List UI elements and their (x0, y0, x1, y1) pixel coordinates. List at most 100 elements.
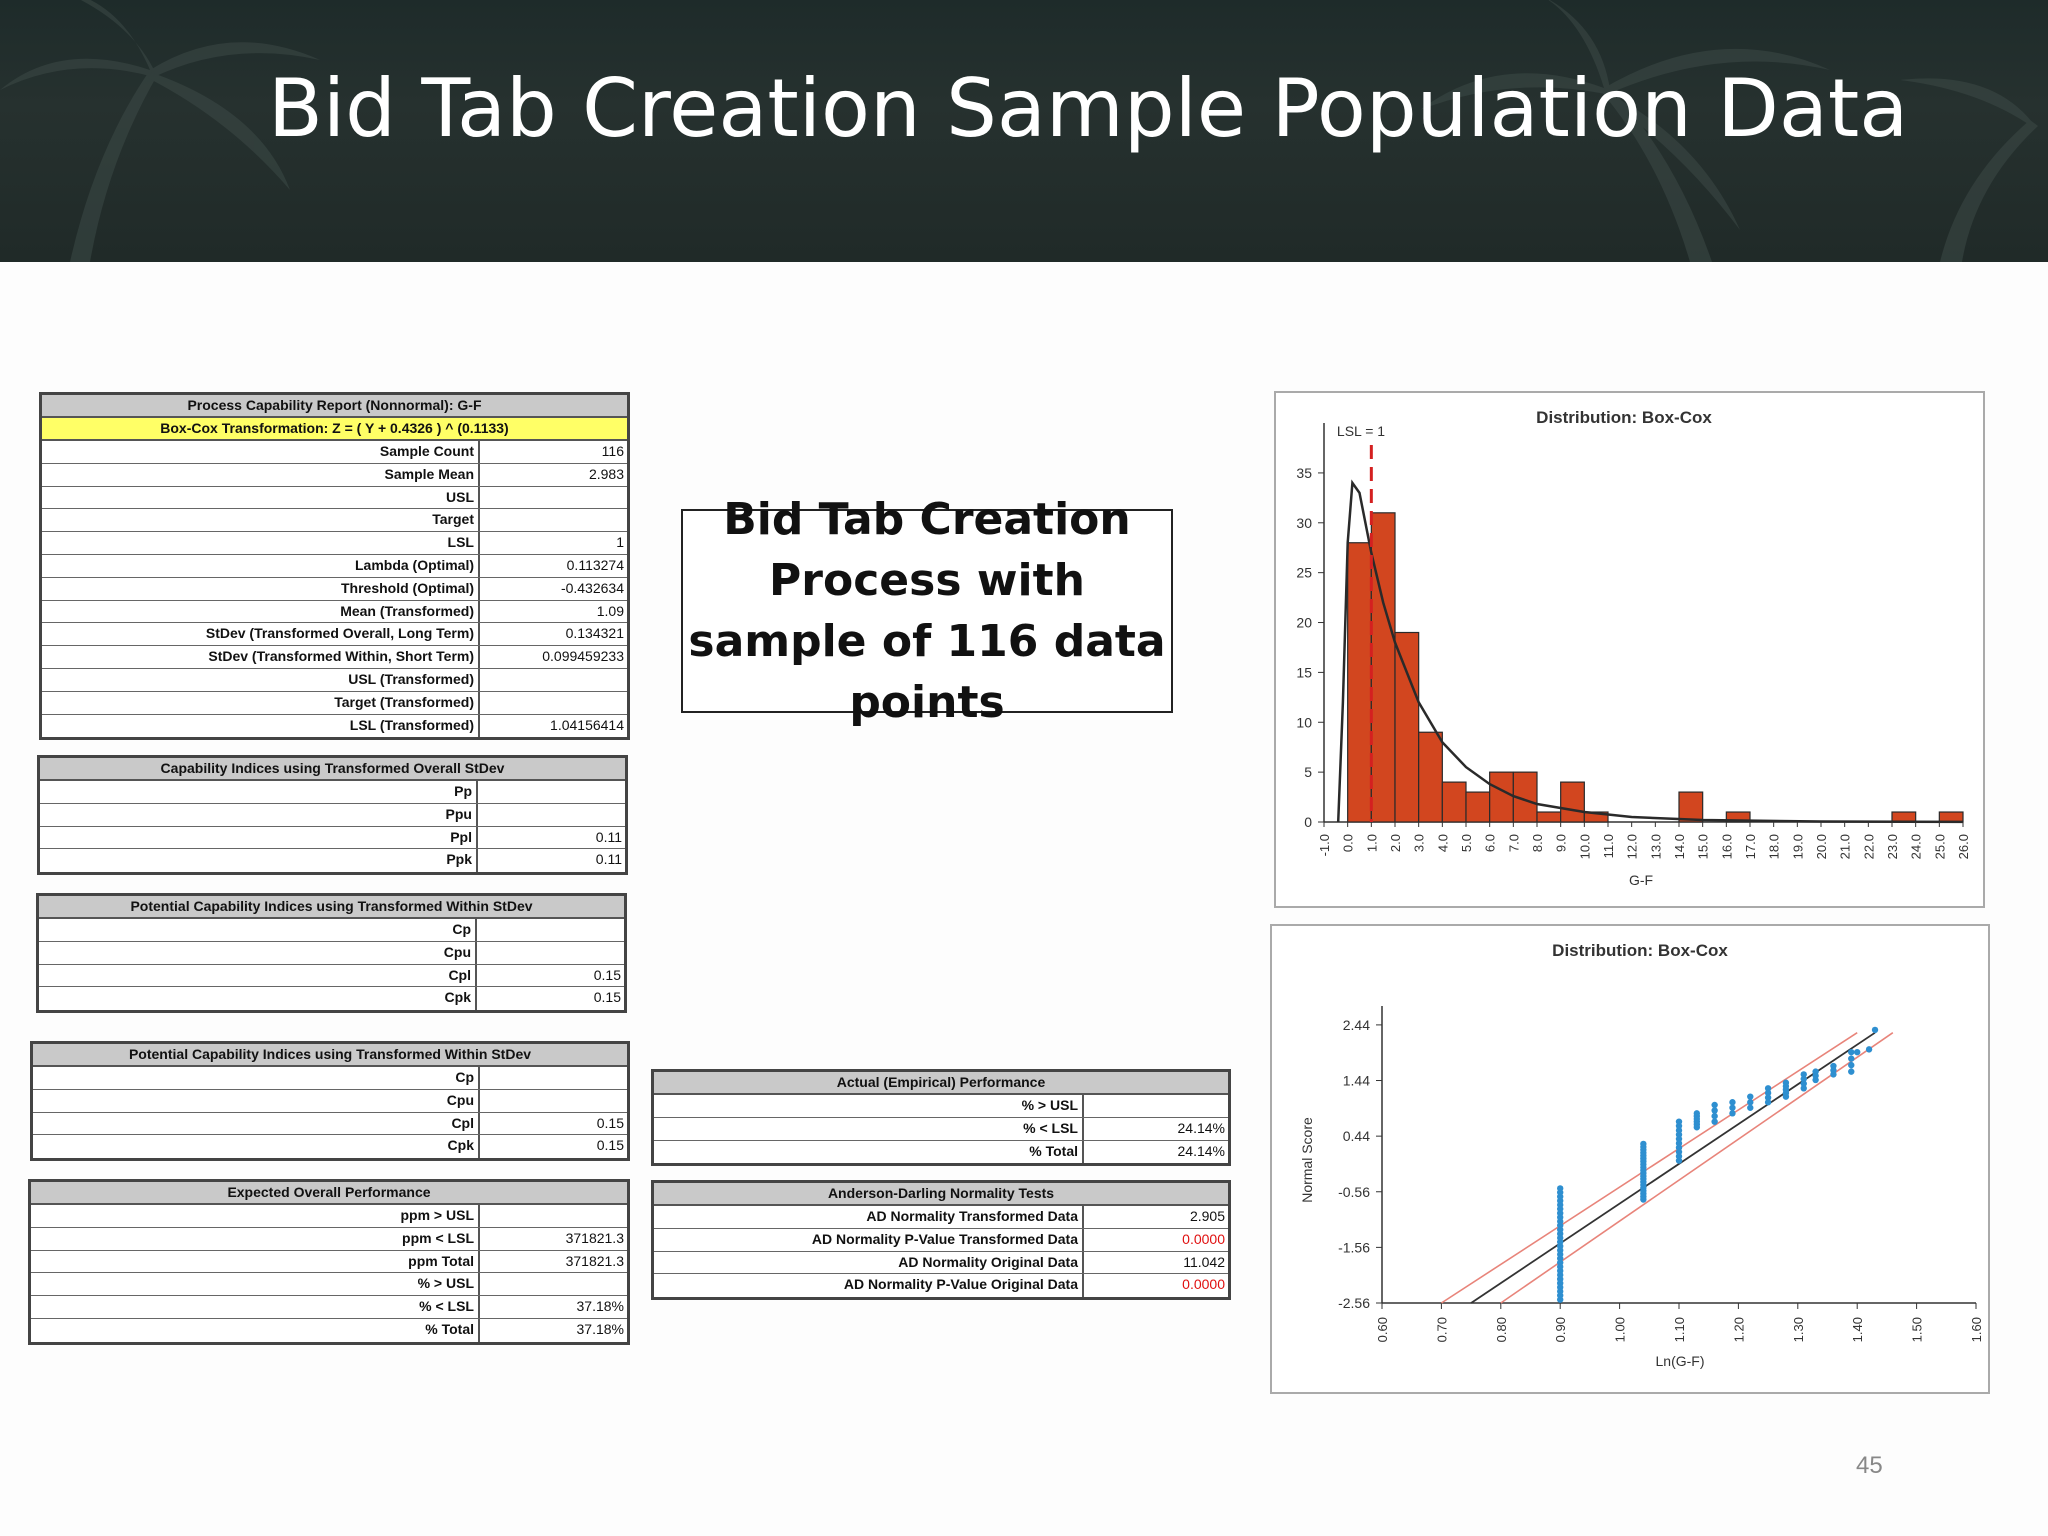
x-tick-label: 1.10 (1672, 1317, 1687, 1342)
row-label: % Total (654, 1140, 1084, 1164)
row-label: StDev (Transformed Within, Short Term) (42, 646, 480, 668)
data-point (1711, 1118, 1718, 1125)
table-header: Anderson-Darling Normality Tests (654, 1183, 1228, 1206)
probability-plot-chart: Distribution: Box-Cox 2.44 1.44 0.44 -0.56 -1… (1299, 941, 1984, 1369)
row-label: AD Normality Original Data (654, 1251, 1084, 1274)
row-label: % > USL (31, 1273, 480, 1296)
row-value: 24.14% (1177, 1142, 1225, 1159)
row-label: LSL (42, 532, 480, 554)
fit-line (1470, 1031, 1876, 1304)
data-point (1711, 1112, 1718, 1120)
y-tick-label: 20 (1296, 615, 1312, 631)
lower-confidence-band (1500, 1032, 1894, 1304)
table-row: AD Normality Transformed Data 2.905 (654, 1206, 1228, 1229)
row-value (478, 804, 625, 826)
x-tick-label: 3.0 (1412, 834, 1427, 852)
table-row: AD Normality Original Data 11.042 (654, 1251, 1228, 1275)
slide-title: Bid Tab Creation Sample Population Data (268, 62, 1909, 155)
x-tick-label: 22.0 (1861, 834, 1876, 859)
table-row: Ppu (40, 803, 625, 827)
row-label: Threshold (Optimal) (42, 577, 480, 600)
y-tick-label: 15 (1296, 664, 1312, 680)
y-tick-label: 0 (1304, 814, 1312, 830)
row-value (480, 1090, 627, 1112)
histogram-bar (1418, 731, 1443, 823)
row-value (480, 1273, 627, 1295)
data-point (1729, 1099, 1736, 1106)
histogram-bar (1536, 811, 1562, 823)
x-tick-label: 1.0 (1364, 834, 1379, 852)
data-point (1711, 1101, 1718, 1109)
row-value: 371821.3 (565, 1229, 624, 1246)
x-tick-label: -1.0 (1317, 834, 1332, 856)
row-label: Cpu (33, 1089, 480, 1112)
x-tick-label: 26.0 (1956, 834, 1971, 859)
row-label: Cpl (39, 964, 477, 987)
table-row: Cpl 0.15 (39, 964, 624, 988)
x-tick-label: 1.50 (1910, 1317, 1925, 1342)
actual-empirical-performance-table: Actual (Empirical) Performance% > USL% <… (651, 1069, 1231, 1167)
x-tick-label: 0.80 (1494, 1317, 1509, 1342)
x-tick-label: 16.0 (1719, 834, 1734, 859)
table-row: ppm Total 371821.3 (31, 1250, 627, 1274)
table-row: StDev (Transformed Overall, Long Term) 0.… (42, 623, 627, 647)
row-value: 11.042 (1183, 1253, 1225, 1270)
row-label: Target (Transformed) (42, 691, 480, 714)
y-tick-label: 25 (1296, 565, 1312, 581)
row-label: AD Normality Transformed Data (654, 1206, 1084, 1228)
x-tick-label: 12.0 (1625, 834, 1640, 859)
x-tick-label: 5.0 (1459, 834, 1474, 852)
potential-capability-within-table: Potential Capability Indices using Trans… (36, 893, 627, 1014)
row-value: 2.905 (1189, 1208, 1225, 1224)
x-tick-label: 1.30 (1791, 1317, 1806, 1342)
histogram-bar (1347, 542, 1372, 823)
callout-text: Bid Tab Creation Process with sample of … (688, 494, 1166, 728)
x-tick-label: 15.0 (1696, 834, 1711, 859)
x-tick-label: 10.0 (1577, 834, 1592, 859)
data-point (1729, 1110, 1736, 1117)
row-label: % > USL (654, 1095, 1084, 1117)
row-label: Cpk (39, 987, 477, 1011)
data-point (1764, 1099, 1772, 1106)
row-value (480, 509, 627, 531)
data-point (1830, 1062, 1837, 1070)
row-label: Target (42, 509, 480, 532)
row-value: 371821.3 (565, 1252, 624, 1269)
table-row: % Total 24.14% (654, 1140, 1228, 1164)
row-label: ppm Total (31, 1250, 480, 1273)
data-point (1764, 1085, 1772, 1092)
table-row: Mean (Transformed) 1.09 (42, 600, 627, 624)
data-point (1782, 1079, 1790, 1086)
row-value (477, 919, 624, 941)
x-tick-label: 24.0 (1909, 834, 1924, 859)
row-label: Ppl (40, 826, 478, 849)
data-point (1865, 1046, 1873, 1053)
row-value: 1.04156414 (550, 716, 624, 733)
row-label: StDev (Transformed Overall, Long Term) (42, 623, 480, 646)
table-row: Cpk 0.15 (33, 1135, 627, 1159)
row-label: USL (Transformed) (42, 668, 480, 691)
row-value: 0.0000 (1182, 1230, 1225, 1247)
y-tick-label: -2.56 (1338, 1295, 1370, 1311)
histogram-bar (1441, 781, 1467, 823)
data-point (1747, 1099, 1754, 1106)
table-row: AD Normality P-Value Original Data 0.0000 (654, 1274, 1228, 1298)
row-label: LSL (Transformed) (42, 714, 480, 738)
data-point (1854, 1048, 1861, 1056)
x-tick-label: 9.0 (1554, 834, 1569, 852)
histogram-bar (1678, 791, 1704, 823)
row-value: 37.18% (576, 1298, 624, 1315)
x-tick-label: 0.60 (1375, 1317, 1390, 1342)
table-row: Cp (33, 1067, 627, 1090)
lsl-annotation: LSL = 1 (1337, 423, 1385, 439)
row-label: Sample Mean (42, 463, 480, 486)
x-tick-label: 0.0 (1341, 834, 1356, 852)
x-tick-label: 13.0 (1648, 834, 1663, 859)
data-point (1871, 1026, 1879, 1034)
potential-capability-within-table-2: Potential Capability Indices using Trans… (30, 1041, 630, 1162)
table-row: Target (Transformed) (42, 691, 627, 715)
row-value (480, 487, 627, 509)
table-header: Actual (Empirical) Performance (654, 1072, 1228, 1095)
row-value: 1 (616, 534, 624, 551)
table-row: Cpl 0.15 (33, 1112, 627, 1136)
